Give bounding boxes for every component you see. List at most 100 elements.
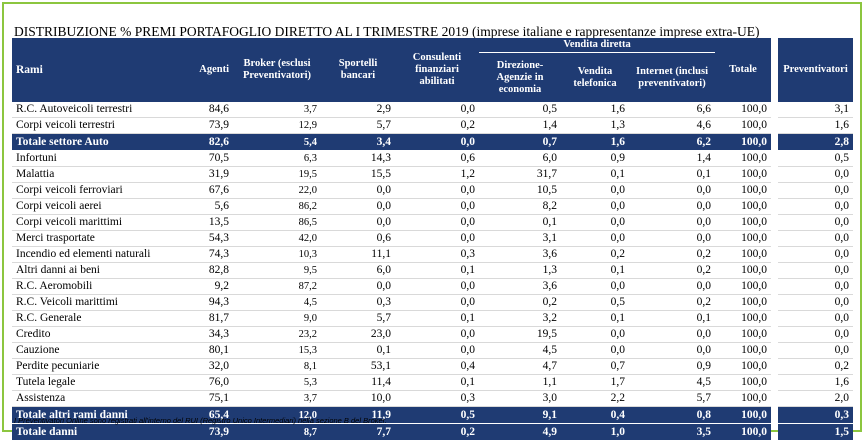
cell-consulenti: 0,0 (395, 198, 479, 215)
cell-preventivatori: 0,5 (778, 150, 853, 167)
cell-name: Infortuni (12, 150, 170, 167)
cell-direzione: 6,0 (479, 150, 561, 167)
cell-name: Merci trasportate (12, 230, 170, 247)
table-row: Corpi veicoli aerei 5,6 86,2 0,0 0,0 8,2 0,0 0,… (12, 198, 772, 215)
table-row: 0,0 (778, 198, 853, 215)
table-row: 1,6 (778, 374, 853, 391)
cell-totale: 100,0 (715, 390, 772, 407)
table-row: Malattia 31,9 19,5 15,5 1,2 31,7 0,1 0,1 100,0 (12, 166, 772, 183)
cell-tel: 0,7 (561, 358, 629, 375)
cell-totale: 100,0 (715, 374, 772, 391)
cell-sportelli: 3,4 (321, 133, 395, 151)
table-row: R.C. Generale 81,7 9,0 5,7 0,1 3,2 0,1 0,1 100,0 (12, 310, 772, 327)
cell-tel: 0,0 (561, 230, 629, 247)
cell-sportelli: 7,7 (321, 423, 395, 441)
cell-name: R.C. Veicoli marittimi (12, 294, 170, 311)
cell-preventivatori: 2,8 (778, 133, 853, 151)
table-row: Incendio ed elementi naturali 74,3 10,3 11,… (12, 246, 772, 263)
total-row: 2,8 (778, 133, 853, 151)
table-row: 0,0 (778, 262, 853, 279)
table-row: R.C. Aeromobili 9,2 87,2 0,0 0,0 3,6 0,0 0,0 100… (12, 278, 772, 295)
total-row: Totale altri rami danni 65,4 12,0 11,9 0,5 9,… (12, 406, 772, 424)
footnote: I Preventivatori Online sono registrati … (14, 416, 387, 425)
cell-direzione: 31,7 (479, 166, 561, 183)
cell-sportelli: 0,0 (321, 278, 395, 295)
cell-tel: 1,3 (561, 117, 629, 134)
cell-consulenti: 0,0 (395, 230, 479, 247)
cell-totale: 100,0 (715, 214, 772, 231)
cell-agenti: 82,6 (170, 133, 233, 151)
cell-preventivatori: 0,0 (778, 166, 853, 183)
cell-internet: 1,4 (629, 150, 716, 167)
cell-sportelli: 15,5 (321, 166, 395, 183)
cell-preventivatori: 0,0 (778, 230, 853, 247)
table-row: 0,2 (778, 358, 853, 375)
cell-name: Corpi veicoli marittimi (12, 214, 170, 231)
cell-tel: 1,6 (561, 133, 629, 151)
col-header-direzione: Direzione-Agenzie in economia (479, 52, 561, 102)
col-header-sportelli: Sportelli bancari (321, 38, 395, 102)
cell-broker: 9,0 (233, 310, 321, 327)
cell-consulenti: 0,2 (395, 117, 479, 134)
cell-totale: 100,0 (715, 358, 772, 375)
table-row: R.C. Veicoli marittimi 94,3 4,5 0,3 0,0 0,2 0,… (12, 294, 772, 311)
cell-name: Malattia (12, 166, 170, 183)
table-row: Assistenza 75,1 3,7 10,0 0,3 3,0 2,2 5,7 100,0 (12, 390, 772, 407)
cell-sportelli: 11,9 (321, 406, 395, 424)
cell-totale: 100,0 (715, 246, 772, 263)
cell-sportelli: 5,7 (321, 117, 395, 134)
table-row: Corpi veicoli terrestri 73,9 12,9 5,7 0,2 1,4… (12, 117, 772, 134)
cell-preventivatori: 0,0 (778, 198, 853, 215)
cell-preventivatori: 0,0 (778, 214, 853, 231)
cell-sportelli: 53,1 (321, 358, 395, 375)
cell-broker: 9,5 (233, 262, 321, 279)
cell-sportelli: 5,7 (321, 310, 395, 327)
cell-internet: 6,6 (629, 102, 716, 118)
cell-direzione: 3,1 (479, 230, 561, 247)
cell-sportelli: 23,0 (321, 326, 395, 343)
table-row: 0,0 (778, 326, 853, 343)
table-row: Perdite pecuniarie 32,0 8,1 53,1 0,4 4,7 0,7 0,… (12, 358, 772, 375)
cell-consulenti: 0,0 (395, 133, 479, 151)
cell-internet: 4,6 (629, 117, 716, 134)
cell-name: Incendio ed elementi naturali (12, 246, 170, 263)
cell-direzione: 0,5 (479, 102, 561, 118)
cell-preventivatori: 0,0 (778, 182, 853, 199)
cell-totale: 100,0 (715, 198, 772, 215)
table-row: 0,0 (778, 246, 853, 263)
cell-agenti: 31,9 (170, 166, 233, 183)
table-row: Tutela legale 76,0 5,3 11,4 0,1 1,1 1,7 4,5 100,… (12, 374, 772, 391)
cell-sportelli: 0,6 (321, 230, 395, 247)
cell-totale: 100,0 (715, 102, 772, 118)
cell-tel: 0,0 (561, 278, 629, 295)
cell-totale: 100,0 (715, 423, 772, 441)
cell-internet: 0,2 (629, 262, 716, 279)
cell-preventivatori: 1,5 (778, 423, 853, 441)
cell-consulenti: 0,0 (395, 278, 479, 295)
cell-agenti: 5,6 (170, 198, 233, 215)
total-row: 1,5 (778, 423, 853, 441)
cell-internet: 3,5 (629, 423, 716, 441)
cell-internet: 0,0 (629, 214, 716, 231)
cell-tel: 0,0 (561, 214, 629, 231)
col-header-consulenti: Consulenti finanziari abilitati (395, 38, 479, 102)
table-row: 1,6 (778, 117, 853, 134)
cell-internet: 0,2 (629, 294, 716, 311)
cell-totale: 100,0 (715, 230, 772, 247)
cell-sportelli: 0,0 (321, 182, 395, 199)
cell-totale: 100,0 (715, 133, 772, 151)
table-row: Credito 34,3 23,2 23,0 0,0 19,5 0,0 0,0 100,0 (12, 326, 772, 343)
cell-consulenti: 0,1 (395, 374, 479, 391)
cell-preventivatori: 1,6 (778, 374, 853, 391)
col-header-rami: Rami (12, 38, 170, 102)
table-row: Infortuni 70,5 6,3 14,3 0,6 6,0 0,9 1,4 100,0 (12, 150, 772, 167)
cell-agenti: 70,5 (170, 150, 233, 167)
cell-name: Corpi veicoli aerei (12, 198, 170, 215)
cell-direzione: 3,2 (479, 310, 561, 327)
cell-direzione: 0,1 (479, 214, 561, 231)
cell-preventivatori: 0,0 (778, 278, 853, 295)
cell-tel: 0,1 (561, 262, 629, 279)
cell-totale: 100,0 (715, 310, 772, 327)
cell-preventivatori: 1,6 (778, 117, 853, 134)
cell-agenti: 74,3 (170, 246, 233, 263)
